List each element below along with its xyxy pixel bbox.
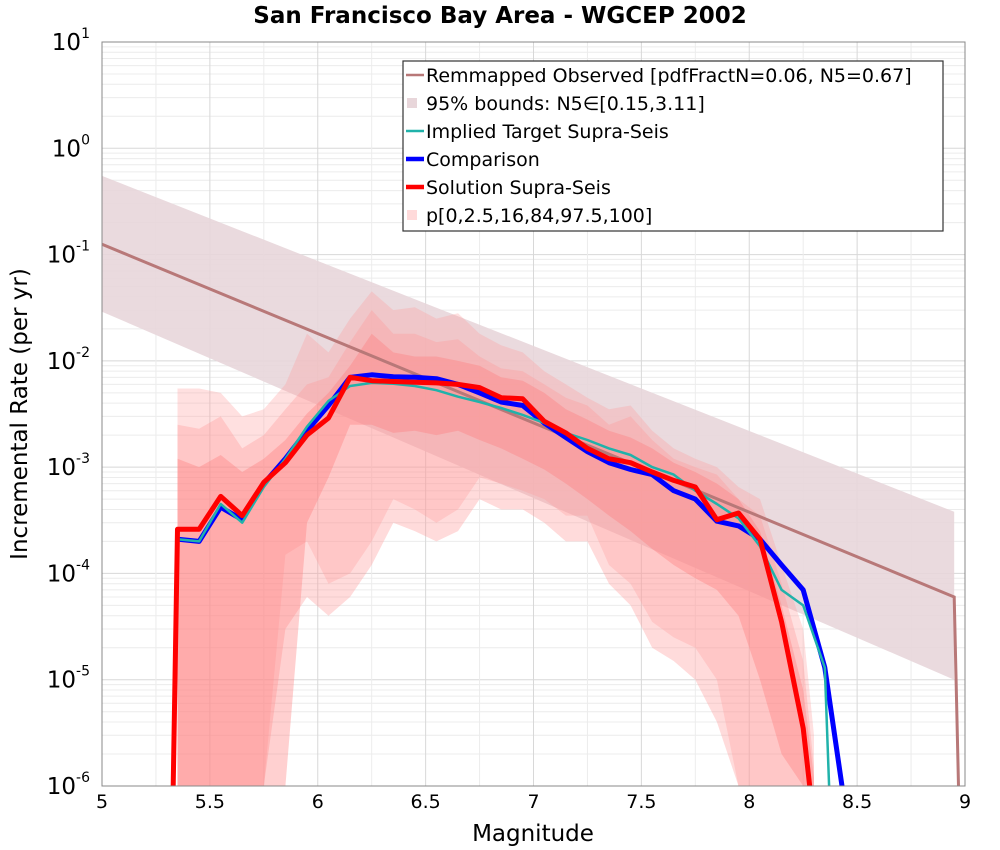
legend-label: 95% bounds: N5∈[0.15,3.11]: [426, 93, 705, 115]
x-tick-label: 9: [959, 791, 971, 813]
y-tick-label: 10-6: [47, 770, 90, 800]
y-axis-ticks: 101 100 10-1 10-2 10-3 10-4 10-5 10-6: [47, 26, 90, 800]
x-tick-label: 6: [312, 791, 324, 813]
legend-swatch-band: [407, 98, 417, 108]
solution-line: [170, 374, 813, 786]
y-tick-label: 10-1: [47, 239, 90, 269]
y-tick-label: 101: [52, 26, 90, 56]
x-tick-label: 7.5: [626, 791, 656, 813]
x-tick-label: 8.5: [842, 791, 872, 813]
x-axis-label: Magnitude: [472, 821, 594, 847]
y-tick-label: 10-4: [47, 557, 90, 587]
y-tick-label: 10-2: [47, 345, 90, 375]
x-axis-ticks: 5 5.5 6 6.5 7 7.5 8 8.5 9: [96, 791, 971, 813]
legend-label: Implied Target Supra-Seis: [426, 121, 669, 143]
percentile-band-middle: [177, 310, 814, 786]
legend-box: [402, 60, 944, 232]
legend: Remmapped Observed [pdfFractN=0.06, N5=0…: [402, 60, 944, 232]
series-lines: [102, 242, 960, 786]
x-tick-label: 7: [527, 791, 539, 813]
legend-label: Solution Supra-Seis: [426, 177, 611, 199]
observed-95-bounds-band: [102, 175, 955, 680]
percentile-band-inner: [177, 333, 814, 786]
legend-label: Comparison: [426, 149, 540, 171]
x-tick-label: 5: [96, 791, 108, 813]
legend-swatch-band: [407, 210, 417, 220]
y-axis-label: Incremental Rate (per yr): [7, 268, 33, 560]
y-tick-label: 10-3: [47, 451, 90, 481]
x-tick-label: 5.5: [195, 791, 225, 813]
remapped-observed-line: [102, 242, 960, 786]
uncertainty-bands: [102, 175, 955, 786]
legend-label: p[0,2.5,16,84,97.5,100]: [426, 205, 652, 227]
x-tick-label: 6.5: [411, 791, 441, 813]
x-tick-label: 8: [743, 791, 755, 813]
y-tick-label: 100: [52, 132, 90, 162]
plot-frame: [101, 41, 966, 787]
y-tick-label: 10-5: [47, 664, 90, 694]
chart-title: San Francisco Bay Area - WGCEP 2002: [253, 3, 746, 29]
legend-label: Remmapped Observed [pdfFractN=0.06, N5=0…: [426, 65, 912, 87]
percentile-band-outer: [177, 291, 814, 786]
